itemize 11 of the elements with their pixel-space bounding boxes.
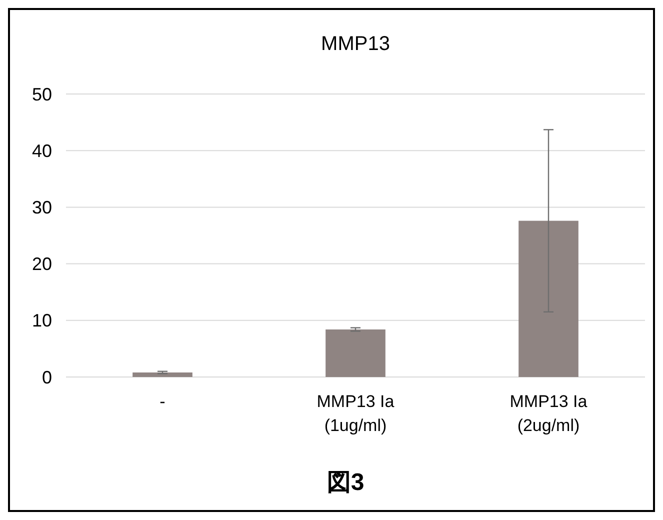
y-tick-label: 30 [32, 198, 52, 218]
x-tick-label: MMP13 Ia (2ug/ml) [510, 392, 588, 435]
x-tick-label: MMP13 Ia (1ug/ml) [316, 392, 395, 435]
y-tick-label: 20 [32, 254, 52, 274]
x-tick-label: - [160, 392, 166, 411]
y-tick-label: 0 [42, 367, 52, 388]
y-tick-label: 10 [32, 310, 52, 331]
y-tick-label: 50 [32, 84, 52, 104]
chart-title: MMP13 [321, 33, 390, 55]
y-tick-label: 40 [32, 140, 52, 161]
caption: 図3 [326, 469, 364, 496]
